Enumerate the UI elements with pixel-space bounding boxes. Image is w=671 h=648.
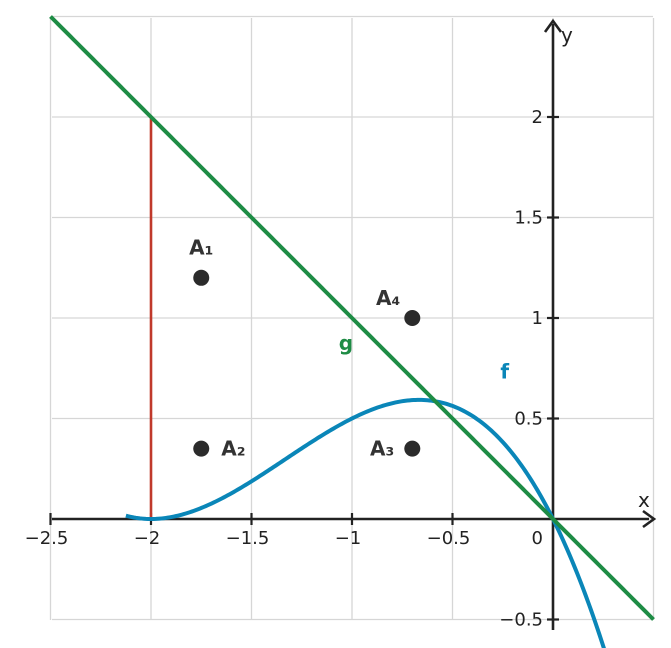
y-tick-label: 1.5: [514, 208, 543, 229]
y-axis-label: y: [561, 23, 573, 47]
x-axis-label: x: [638, 488, 650, 512]
point-label: A₄: [376, 286, 400, 310]
labels: f g A₁ A₂ A₃ A₄: [189, 236, 509, 461]
curve-f: [125, 397, 606, 648]
data-point: [404, 310, 421, 326]
data-point: [193, 440, 210, 457]
curve-label-g: g: [339, 331, 353, 355]
axes: x y −2.5 −2 −1.5 −1 −0.5 2 1.5 1 0.5 −0.5 0: [25, 18, 657, 631]
series: [49, 15, 655, 648]
y-tick-label: −0.5: [499, 610, 543, 631]
x-tick-label: −1: [335, 528, 362, 549]
point-label: A₁: [189, 236, 213, 260]
x-tick-label: −2.5: [25, 528, 69, 549]
origin-label: 0: [532, 528, 543, 549]
data-point: [193, 269, 210, 286]
x-tick-label: −1.5: [226, 528, 270, 549]
points: [193, 269, 421, 457]
data-point: [404, 440, 421, 457]
point-label: A₂: [221, 437, 245, 461]
x-tick-label: −2: [134, 528, 161, 549]
point-label: A₃: [370, 437, 394, 461]
y-tick-label: 1: [532, 308, 543, 329]
y-tick-label: 2: [532, 107, 543, 128]
curve-g: [49, 15, 655, 621]
y-axis-arrow: [543, 18, 563, 33]
y-tick-label: 0.5: [514, 409, 543, 430]
curve-label-f: f: [500, 359, 509, 383]
x-axis-arrow: [642, 509, 657, 529]
x-tick-label: −0.5: [427, 528, 471, 549]
